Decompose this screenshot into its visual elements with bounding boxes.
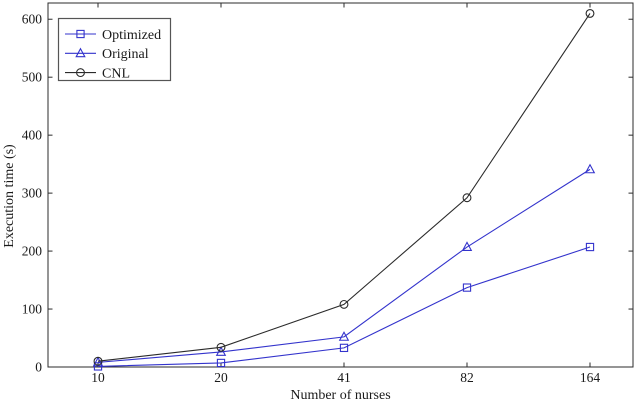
x-tick-label: 82 <box>460 370 474 385</box>
legend-label-cnl: CNL <box>102 66 130 81</box>
y-tick-label: 400 <box>22 128 43 143</box>
triangle-marker <box>215 346 227 356</box>
series-line <box>97 13 591 362</box>
y-axis-title: Execution time (s) <box>2 144 17 248</box>
triangle-marker <box>338 331 350 341</box>
triangle-marker <box>75 47 86 58</box>
y-tick-label: 600 <box>22 12 43 27</box>
y-tick-label: 0 <box>35 360 42 375</box>
x-tick-label: 164 <box>580 370 601 385</box>
series-line <box>97 168 591 363</box>
legend-label-optimized: Optimized <box>102 28 161 43</box>
circle-marker <box>462 193 472 203</box>
x-tick-label: 20 <box>214 370 228 385</box>
square-marker <box>462 283 472 292</box>
x-tick-label: 41 <box>337 370 351 385</box>
triangle-marker <box>461 241 473 251</box>
square-marker <box>216 358 226 368</box>
circle-marker <box>339 299 349 309</box>
square-marker <box>76 29 85 39</box>
series-cnl <box>93 8 595 366</box>
square-marker <box>93 362 103 371</box>
series-line <box>97 246 591 367</box>
circle-marker <box>216 342 226 352</box>
series-optimized <box>93 242 595 371</box>
axis-ticks: 10 20 41 82 164 0 100 200 300 400 500 600 <box>22 3 633 385</box>
square-marker <box>339 343 349 353</box>
legend-label-original: Original <box>102 47 149 62</box>
triangle-marker <box>584 163 596 174</box>
circle-marker <box>585 8 595 18</box>
legend: Optimized Original CNL <box>57 17 172 81</box>
circle-marker <box>76 68 85 78</box>
series-original <box>92 163 596 367</box>
circle-marker <box>93 356 103 366</box>
x-axis-title: Number of nurses <box>290 388 390 400</box>
y-tick-label: 500 <box>22 70 43 85</box>
square-marker <box>585 242 595 252</box>
x-tick-label: 10 <box>91 370 105 385</box>
plot-border <box>47 2 634 368</box>
y-tick-label: 300 <box>22 186 43 201</box>
y-tick-label: 200 <box>22 244 43 259</box>
y-tick-label: 100 <box>22 302 43 317</box>
triangle-marker <box>92 356 104 367</box>
